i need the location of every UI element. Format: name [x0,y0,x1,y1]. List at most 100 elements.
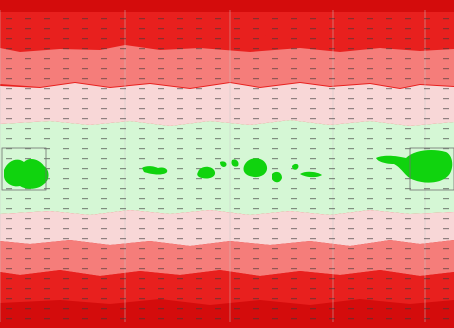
grid-value-mark [272,48,278,50]
grid-value-mark [101,128,107,130]
grid-value-mark [120,228,126,230]
grid-value-mark [367,28,373,30]
grid-value-mark [6,218,12,220]
grid-value-mark [139,128,145,130]
grid-value-mark [101,198,107,200]
grid-value-mark [82,118,88,120]
grid-value-mark [139,48,145,50]
grid-value-mark [215,288,221,290]
grid-value-mark [158,158,164,160]
grid-value-mark [348,138,354,140]
grid-value-mark [329,18,335,20]
grid-value-mark [120,278,126,280]
grid-value-mark [329,248,335,250]
grid-value-mark [196,38,202,40]
grid-value-mark [367,138,373,140]
grid-value-mark [310,298,316,300]
grid-value-mark [253,98,259,100]
grid-value-mark [101,108,107,110]
grid-value-mark [6,128,12,130]
grid-value-mark [120,48,126,50]
grid-value-mark [405,218,411,220]
grid-value-mark [177,318,183,320]
grid-value-mark [139,158,145,160]
grid-value-mark [25,238,31,240]
grid-value-mark [234,308,240,310]
grid-value-mark [101,58,107,60]
grid-value-mark [443,78,449,80]
grid-value-mark [158,148,164,150]
green-blob-cluster-center-part [272,171,282,183]
grid-value-mark [139,198,145,200]
grid-value-mark [405,258,411,260]
grid-value-mark [158,208,164,210]
grid-value-mark [44,68,50,70]
grid-value-mark [405,108,411,110]
grid-value-mark [291,128,297,130]
grid-value-mark [6,188,12,190]
grid-value-mark [139,118,145,120]
grid-value-mark [63,138,69,140]
grid-value-mark [120,18,126,20]
grid-value-mark [25,48,31,50]
grid-value-mark [348,18,354,20]
grid-value-mark [329,58,335,60]
grid-value-mark [348,128,354,130]
grid-value-mark [82,278,88,280]
grid-value-mark [120,158,126,160]
grid-value-mark [25,108,31,110]
grid-value-mark [386,238,392,240]
grid-value-mark [177,178,183,180]
grid-value-mark [310,318,316,320]
grid-value-mark [158,28,164,30]
grid-value-mark [25,248,31,250]
grid-value-mark [291,258,297,260]
grid-value-mark [234,38,240,40]
grid-value-mark [101,318,107,320]
grid-value-mark [215,138,221,140]
grid-value-mark [443,318,449,320]
grid-value-mark [405,198,411,200]
grid-value-mark [158,38,164,40]
grid-value-mark [177,148,183,150]
grid-value-mark [291,118,297,120]
grid-value-mark [139,248,145,250]
grid-value-mark [82,28,88,30]
grid-value-mark [44,138,50,140]
grid-value-mark [63,178,69,180]
grid-value-mark [348,228,354,230]
grid-value-mark [329,278,335,280]
grid-value-mark [348,68,354,70]
grid-value-mark [329,48,335,50]
grid-value-mark [348,308,354,310]
grid-value-mark [253,128,259,130]
grid-value-mark [139,178,145,180]
grid-value-mark [367,38,373,40]
grid-value-mark [120,128,126,130]
grid-value-mark [120,168,126,170]
grid-value-mark [120,318,126,320]
grid-value-mark [386,48,392,50]
grid-value-mark [367,118,373,120]
grid-value-mark [101,188,107,190]
grid-value-mark [196,78,202,80]
grid-value-mark [215,318,221,320]
grid-value-mark [310,198,316,200]
grid-value-mark [443,298,449,300]
grid-value-mark [215,248,221,250]
grid-value-mark [443,198,449,200]
grid-value-mark [234,48,240,50]
grid-value-mark [253,208,259,210]
grid-value-mark [25,268,31,270]
grid-value-mark [82,288,88,290]
grid-value-mark [253,108,259,110]
grid-value-mark [367,218,373,220]
grid-value-mark [177,258,183,260]
grid-value-mark [367,108,373,110]
grid-value-mark [63,208,69,210]
grid-value-mark [120,68,126,70]
grid-value-mark [348,248,354,250]
grid-value-mark [405,28,411,30]
grid-value-mark [234,218,240,220]
grid-value-mark [348,28,354,30]
